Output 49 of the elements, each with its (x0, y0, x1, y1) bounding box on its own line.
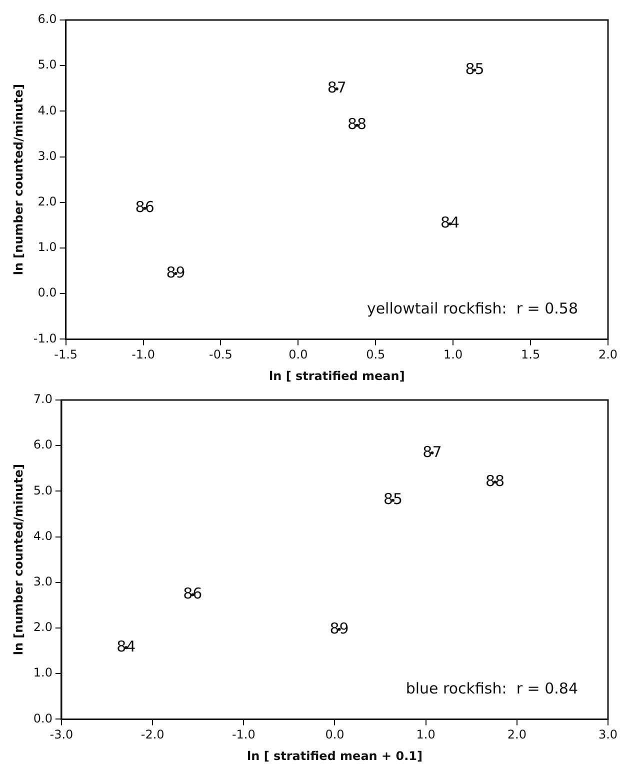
y-tick-label: 4.0 (38, 103, 57, 118)
x-tick-label: -1.0 (232, 728, 256, 742)
y-tick-label: 2.0 (38, 194, 57, 209)
series-label: 87 (327, 78, 346, 97)
y-tick-label: 0.0 (38, 286, 57, 300)
x-tick-label: -0.5 (209, 348, 232, 362)
x-tick-label: 0.0 (325, 728, 344, 742)
y-axis-title: ln [number counted/minute] (11, 464, 26, 656)
y-tick-label: 6.0 (33, 438, 52, 452)
y-tick-label: 5.0 (33, 483, 52, 498)
y-tick-label: 4.0 (33, 528, 52, 543)
y-tick-label: 2.0 (33, 620, 52, 634)
y-tick-label: 1.0 (38, 240, 57, 254)
series-label: 88 (486, 472, 505, 490)
x-tick-label: 0.5 (366, 348, 386, 362)
y-tick-label: 0.0 (33, 711, 52, 726)
series-label: 85 (383, 490, 403, 508)
annotation: blue rockfish: r = 0.84 (406, 680, 578, 698)
x-tick-label: -3.0 (50, 728, 74, 742)
y-axis-title: ln [number counted/minute] (11, 84, 26, 276)
x-tick-label: -2.0 (140, 728, 164, 742)
x-tick-label: 3.0 (598, 728, 618, 742)
x-tick-label: 0.0 (288, 348, 308, 362)
x-tick-label: 1.0 (416, 728, 436, 742)
x-tick-label: 2.0 (507, 728, 526, 742)
x-tick-label: -1.5 (54, 348, 78, 362)
y-tick-label: 3.0 (38, 148, 57, 163)
series-label: 86 (183, 584, 202, 603)
y-tick-label: 1.0 (33, 666, 52, 680)
x-tick-label: 2.0 (598, 348, 618, 362)
series-label: 89 (166, 263, 186, 282)
y-tick-label: 6.0 (38, 12, 57, 26)
x-tick-label: 1.0 (444, 348, 463, 362)
y-tick-label: 5.0 (38, 58, 57, 72)
series-label: 88 (348, 115, 367, 134)
series-label: 85 (465, 60, 484, 78)
x-axis-title: ln [ stratified mean] (269, 368, 405, 383)
annotation: yellowtail rockfish: r = 0.58 (366, 300, 578, 318)
series-label: 89 (330, 619, 349, 638)
x-tick-label: 1.5 (521, 348, 540, 362)
y-tick-label: -1.0 (33, 331, 57, 346)
series-label: 84 (440, 214, 460, 232)
x-tick-label: -1.0 (132, 348, 155, 362)
series-label: 84 (116, 638, 136, 656)
series-label: 87 (422, 442, 442, 461)
series-label: 86 (135, 198, 154, 216)
y-tick-label: 3.0 (33, 574, 52, 589)
y-tick-label: 7.0 (33, 392, 52, 406)
x-axis-title: ln [ stratified mean + 0.1] (247, 748, 422, 763)
